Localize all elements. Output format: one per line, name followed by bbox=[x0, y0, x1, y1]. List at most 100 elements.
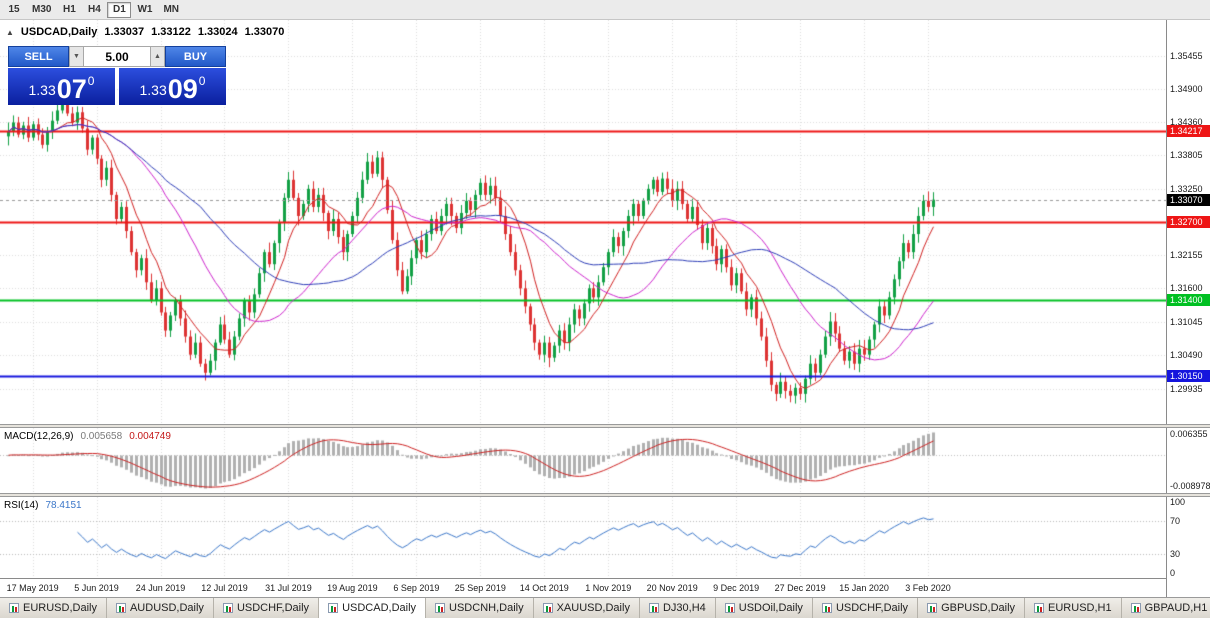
chart-window-icon bbox=[328, 603, 339, 613]
chart-window-icon bbox=[1130, 603, 1141, 613]
chart-tab-label: AUDUSD,Daily bbox=[129, 602, 204, 614]
sell-price-pip-digit: 0 bbox=[87, 74, 95, 88]
chart-tab-gbpusd-daily[interactable]: GBPUSD,Daily bbox=[918, 598, 1026, 618]
chart-tab-label: EURUSD,H1 bbox=[1048, 602, 1112, 614]
price-axis-tick: 1.32155 bbox=[1170, 249, 1203, 260]
chart-window-icon bbox=[1034, 603, 1045, 613]
price-level-tag: 1.32700 bbox=[1167, 216, 1210, 228]
timeframe-button-15[interactable]: 15 bbox=[8, 4, 20, 15]
time-axis-label: 19 Aug 2019 bbox=[327, 583, 378, 593]
macd-signal-value: 0.004749 bbox=[129, 431, 171, 442]
sell-price-display[interactable]: 1.33 07 0 bbox=[8, 68, 115, 105]
chart-window-icon bbox=[648, 603, 659, 613]
oneclick-collapse-icon[interactable]: ▲ bbox=[6, 27, 14, 37]
timeframe-button-w1[interactable]: W1 bbox=[137, 4, 153, 15]
timeframe-button-m30[interactable]: M30 bbox=[32, 4, 52, 15]
chart-tab-usdoil-daily[interactable]: USDOil,Daily bbox=[715, 598, 813, 618]
timeframe-toolbar: 15 M30 H1 H4 D1 W1 MN bbox=[0, 0, 1210, 20]
time-axis-label: 27 Dec 2019 bbox=[774, 583, 826, 593]
timeframe-button-h4[interactable]: H4 bbox=[88, 4, 101, 15]
macd-main-value: 0.005658 bbox=[80, 431, 123, 442]
price-axis-tick: 1.29935 bbox=[1170, 383, 1203, 394]
time-axis-label: 20 Nov 2019 bbox=[646, 583, 698, 593]
symbol-name: USDCAD,Daily bbox=[20, 26, 98, 38]
rsi-value: 78.4151 bbox=[45, 500, 82, 511]
time-axis-label: 24 Jun 2019 bbox=[135, 583, 186, 593]
price-level-tag: 1.34217 bbox=[1167, 124, 1210, 137]
buy-price-display[interactable]: 1.33 09 0 bbox=[119, 68, 226, 105]
chart-tab-eurusd-daily[interactable]: EURUSD,Daily bbox=[0, 598, 107, 618]
macd-axis-min-label: -0.008978 bbox=[1170, 481, 1210, 491]
chart-tab-xauusd-daily[interactable]: XAUUSD,Daily bbox=[533, 598, 640, 618]
rsi-axis-label: 100 bbox=[1170, 497, 1186, 507]
chart-tab-dj30-h4[interactable]: DJ30,H4 bbox=[639, 598, 716, 618]
chart-canvas[interactable] bbox=[0, 20, 1166, 578]
chart-tab-label: USDCAD,Daily bbox=[342, 602, 417, 614]
time-axis-label: 9 Dec 2019 bbox=[713, 583, 760, 593]
price-axis-tick: 1.31045 bbox=[1170, 316, 1203, 327]
volume-decrease-button[interactable]: ▼ bbox=[69, 46, 84, 67]
macd-indicator-label: MACD(12,26,9) 0.005658 0.004749 bbox=[4, 431, 171, 442]
macd-title: MACD(12,26,9) bbox=[4, 431, 74, 442]
chart-window-icon bbox=[821, 603, 832, 613]
time-axis[interactable]: 17 May 2019 5 Jun 2019 24 Jun 2019 12 Jul 2… bbox=[0, 578, 1166, 597]
chart-window-icon bbox=[724, 603, 735, 613]
trade-order-row: SELL ▼ ▲ BUY bbox=[8, 46, 226, 67]
symbol-ohlc-header: ▲ USDCAD,Daily 1.33037 1.33122 1.33024 1… bbox=[6, 26, 284, 38]
price-axis-tick: 1.33805 bbox=[1170, 150, 1203, 161]
chart-window-icon bbox=[222, 603, 233, 613]
chart-tab-eurusd-h1[interactable]: EURUSD,H1 bbox=[1025, 598, 1122, 618]
time-axis-label: 17 May 2019 bbox=[6, 583, 59, 593]
pane-divider-rsi[interactable] bbox=[0, 493, 1210, 497]
price-axis-tick: 1.35455 bbox=[1170, 50, 1203, 61]
timeframe-button-d1[interactable]: D1 bbox=[107, 1, 132, 18]
price-axis[interactable]: 1.35455 1.34900 1.34360 1.33805 1.33250 1.321… bbox=[1166, 20, 1210, 598]
time-axis-label: 31 Jul 2019 bbox=[265, 583, 312, 593]
chart-tab-usdcnh-daily[interactable]: USDCNH,Daily bbox=[426, 598, 534, 618]
time-axis-label: 25 Sep 2019 bbox=[454, 583, 506, 593]
buy-button[interactable]: BUY bbox=[165, 46, 226, 67]
rsi-indicator-label: RSI(14) 78.4151 bbox=[4, 500, 82, 511]
chart-tab-label: XAUUSD,Daily bbox=[556, 602, 630, 614]
chart-window-icon bbox=[9, 603, 19, 613]
chart-window-icon bbox=[542, 603, 553, 613]
chart-tab-usdchf-daily[interactable]: USDCHF,Daily bbox=[812, 598, 919, 618]
rsi-axis-label: 0 bbox=[1170, 568, 1176, 578]
chart-tab-label: USDCHF,Daily bbox=[236, 602, 310, 614]
chart-tab-usdcad-daily[interactable]: USDCAD,Daily bbox=[319, 598, 427, 618]
trade-price-row: 1.33 07 0 1.33 09 0 bbox=[8, 68, 226, 105]
price-level-tag: 1.31400 bbox=[1167, 294, 1210, 307]
chart-tab-audusd-daily[interactable]: AUDUSD,Daily bbox=[106, 598, 214, 618]
sell-button[interactable]: SELL bbox=[8, 46, 69, 67]
chart-tab-label: GBPUSD,Daily bbox=[941, 602, 1016, 614]
sell-price-prefix: 1.33 bbox=[28, 82, 56, 98]
chart-window-icon bbox=[435, 603, 446, 613]
pane-divider-macd[interactable] bbox=[0, 424, 1210, 428]
chart-tab-gbpaud-h1[interactable]: GBPAUD,H1 bbox=[1121, 598, 1210, 618]
buy-price-big-digits: 09 bbox=[167, 74, 198, 105]
sell-price-big-digits: 07 bbox=[56, 74, 87, 105]
volume-increase-button[interactable]: ▲ bbox=[150, 46, 165, 67]
timeframe-button-h1[interactable]: H1 bbox=[63, 4, 76, 15]
volume-input[interactable] bbox=[84, 46, 150, 67]
chart-tab-label: USDCNH,Daily bbox=[449, 602, 524, 614]
price-axis-tick: 1.34900 bbox=[1170, 84, 1203, 95]
time-axis-label: 1 Nov 2019 bbox=[585, 583, 632, 593]
chart-tab-label: GBPAUD,H1 bbox=[1144, 602, 1208, 614]
rsi-axis-label: 30 bbox=[1170, 548, 1181, 559]
chart-tab-label: USDCHF,Daily bbox=[835, 602, 909, 614]
ohlc-close: 1.33070 bbox=[244, 26, 285, 38]
rsi-title: RSI(14) bbox=[4, 500, 39, 511]
current-price-tag: 1.33070 bbox=[1167, 193, 1210, 206]
chart-tab-usdchf-daily[interactable]: USDCHF,Daily bbox=[213, 598, 320, 618]
time-axis-label: 6 Sep 2019 bbox=[393, 583, 440, 593]
time-axis-label: 5 Jun 2019 bbox=[74, 583, 119, 593]
chart-tab-label: USDOil,Daily bbox=[738, 602, 803, 614]
timeframe-button-mn[interactable]: MN bbox=[163, 4, 180, 15]
macd-axis-max-label: 0.006355 bbox=[1170, 429, 1208, 439]
chart-window-icon bbox=[927, 603, 938, 613]
chart-tabs-bar: EURUSD,Daily AUDUSD,Daily USDCHF,Daily USDC… bbox=[0, 597, 1210, 618]
price-axis-tick: 1.30490 bbox=[1170, 350, 1203, 361]
time-axis-label: 14 Oct 2019 bbox=[519, 583, 569, 593]
chart-window-icon bbox=[115, 603, 126, 613]
